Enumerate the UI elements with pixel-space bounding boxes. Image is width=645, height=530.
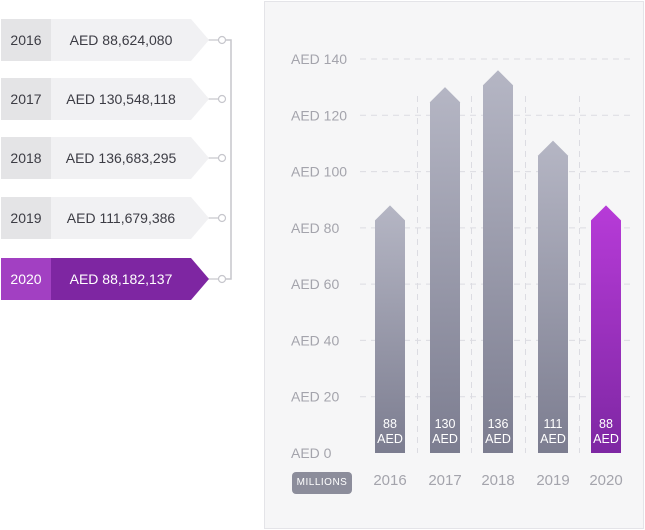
bar-2019[interactable]	[538, 140, 568, 453]
amount-label: AED 88,624,080	[69, 32, 173, 48]
unit-badge: MILLIONS	[292, 472, 352, 494]
bar-2017[interactable]	[430, 87, 460, 454]
y-tick-label: AED 40	[291, 332, 339, 348]
bar-unit-label: AED	[593, 432, 619, 446]
year-row-2020[interactable]: 2020 AED 88,182,137	[1, 258, 209, 300]
year-row-2016[interactable]: 2016 AED 88,624,080	[1, 19, 209, 61]
bar-value-label: 111	[543, 417, 562, 431]
year-row-2018[interactable]: 2018 AED 136,683,295	[1, 137, 209, 179]
amount-label: AED 136,683,295	[65, 150, 177, 166]
year-label: 2017	[10, 91, 42, 107]
connector-dot	[217, 274, 227, 284]
x-tick-label: 2020	[589, 472, 622, 489]
x-tick-label: 2018	[481, 472, 514, 489]
year-row-shape	[1, 197, 209, 239]
year-row-2019[interactable]: 2019 AED 111,679,386	[1, 197, 209, 239]
year-row-shape	[1, 258, 209, 300]
amount-label: AED 130,548,118	[66, 91, 176, 107]
year-row-shape	[1, 137, 209, 179]
year-summary-list: 2016 AED 88,624,080 2017 AED 130,548,118 201…	[0, 0, 240, 300]
bar-2018[interactable]	[483, 70, 513, 453]
y-tick-label: AED 80	[291, 220, 339, 236]
x-tick-label: 2017	[428, 472, 461, 489]
bar-value-label: 130	[435, 417, 456, 431]
year-label: 2020	[10, 271, 42, 287]
amount-label: AED 111,679,386	[66, 210, 176, 226]
connector-lines	[208, 35, 232, 284]
year-row-2017[interactable]: 2017 AED 130,548,118	[1, 78, 209, 120]
bar-unit-label: AED	[540, 432, 566, 446]
y-tick-label: AED 20	[291, 389, 339, 405]
y-tick-label: AED 0	[291, 445, 332, 461]
bar-2020[interactable]	[591, 205, 621, 453]
year-label: 2018	[10, 150, 42, 166]
y-tick-label: AED 60	[291, 276, 339, 292]
y-tick-label: AED 100	[291, 164, 347, 180]
connector-dot	[217, 35, 227, 45]
year-label: 2016	[10, 32, 42, 48]
year-label: 2019	[10, 210, 42, 226]
bar-value-label: 88	[599, 417, 613, 431]
bar-unit-label: AED	[377, 432, 403, 446]
y-tick-label: AED 140	[291, 51, 347, 67]
bar-2016[interactable]	[375, 205, 405, 453]
y-tick-label: AED 120	[291, 107, 347, 123]
year-row-shape	[1, 78, 209, 120]
connector-dot	[217, 94, 227, 104]
amount-label: AED 88,182,137	[69, 271, 173, 287]
connector-spine	[226, 39, 232, 280]
x-tick-label: 2016	[373, 472, 406, 489]
bar-value-label: 136	[488, 417, 509, 431]
bar-value-label: 88	[383, 417, 397, 431]
bar-unit-label: AED	[432, 432, 458, 446]
connector-dot	[217, 213, 227, 223]
bar-unit-label: AED	[485, 432, 511, 446]
year-row-shape	[1, 19, 209, 61]
x-tick-label: 2019	[536, 472, 569, 489]
connector-dot	[217, 153, 227, 163]
